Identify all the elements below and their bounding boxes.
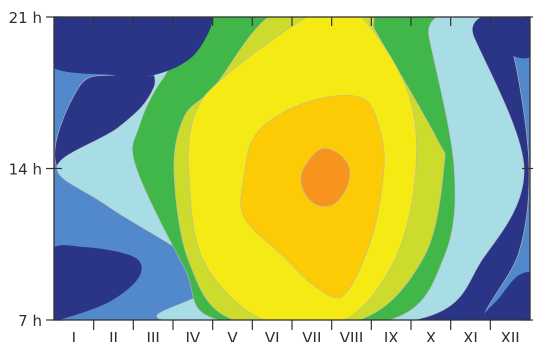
contour-level-0 [482, 271, 530, 320]
contour-bands [54, 17, 530, 320]
x-tick-label: VII [302, 329, 321, 342]
x-tick-label: IX [384, 329, 399, 342]
y-tick-label: 21 h [9, 9, 42, 27]
x-tick-label: XI [463, 329, 478, 342]
y-tick-label: 7 h [18, 312, 42, 330]
x-tick-label: VI [265, 329, 280, 342]
contour-level-0 [54, 17, 213, 77]
x-axis-ticks: I II III IV V VI VII VIII IX X XI XII [72, 17, 520, 342]
x-tick-label: V [227, 329, 238, 342]
contour-level-0 [490, 17, 530, 59]
x-tick-label: XII [501, 329, 520, 342]
contour-level-1 [54, 17, 242, 320]
x-tick-label: III [147, 329, 160, 342]
x-tick-label: X [426, 329, 436, 342]
y-tick-label: 14 h [9, 161, 42, 179]
x-tick-label: I [72, 329, 76, 342]
y-axis-ticks: 7 h 14 h 21 h [9, 9, 533, 330]
x-tick-label: II [109, 329, 118, 342]
contour-level-7 [300, 148, 351, 207]
x-tick-label: VIII [340, 329, 364, 342]
x-tick-label: IV [185, 329, 200, 342]
contour-level-0 [54, 245, 142, 320]
